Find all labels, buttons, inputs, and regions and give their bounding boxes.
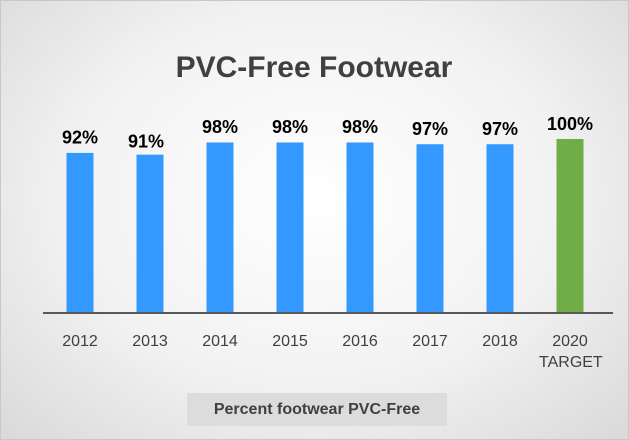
chart-title: PVC-Free Footwear — [176, 51, 453, 84]
data-label: 100% — [547, 114, 593, 134]
bar — [346, 142, 374, 313]
bar — [206, 142, 234, 313]
x-tick-label: 2013 — [132, 333, 168, 350]
data-label: 92% — [62, 128, 98, 148]
data-label: 98% — [342, 117, 378, 137]
x-tick-label: 2018 — [482, 333, 518, 350]
bar — [486, 144, 514, 313]
bar — [136, 154, 164, 313]
bar — [66, 152, 94, 313]
x-tick-label: 2020 TARGET — [539, 333, 603, 371]
data-label: 97% — [412, 119, 448, 139]
x-tick-label: 2015 — [272, 333, 308, 350]
axis-label: Percent footwear PVC-Free — [187, 393, 447, 426]
x-tick-label: 2014 — [202, 333, 238, 350]
bar — [416, 144, 444, 313]
data-label: 98% — [202, 117, 238, 137]
data-label: 91% — [128, 131, 164, 151]
x-tick-label: 2016 — [342, 333, 378, 350]
x-tick-label: 2017 — [412, 333, 448, 350]
bar — [276, 142, 304, 313]
data-label: 98% — [272, 117, 308, 137]
data-label: 97% — [482, 119, 518, 139]
x-tick-label: 2012 — [62, 333, 98, 350]
bar — [556, 139, 584, 313]
